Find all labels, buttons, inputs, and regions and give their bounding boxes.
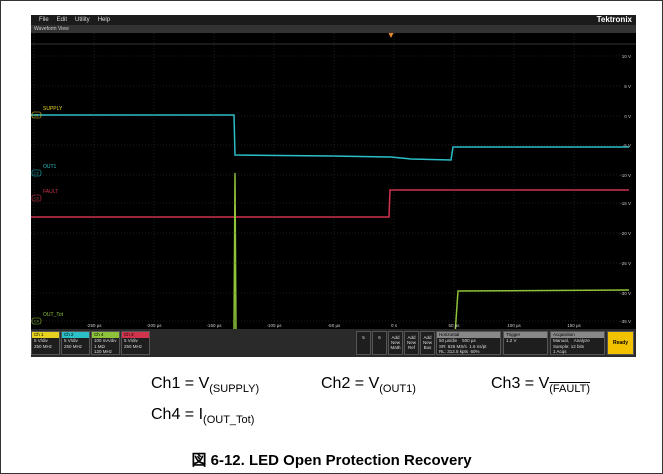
trigger-marker: [388, 33, 394, 38]
figure-title: 図 6-12. LED Open Protection Recovery: [191, 452, 472, 469]
y-label: 0 V: [624, 114, 631, 119]
channel-badge-text: C3: [34, 197, 39, 201]
caption: Ch4 = I(OUT_Tot): [151, 406, 254, 426]
box-line: 100 mA/div: [94, 338, 117, 343]
button: Add New Ref: [404, 331, 419, 355]
box-line: Sample: 12 bits: [553, 343, 585, 349]
box-head: Horizontal: [437, 332, 500, 338]
box-line: Manual, Analyze: [553, 338, 590, 343]
caption-text: Ch1 = V: [151, 375, 210, 392]
button: 6: [372, 331, 387, 355]
caption-sub: (OUT_Tot): [203, 414, 255, 427]
channel-name: OUT1: [43, 164, 57, 170]
box-head: Ch 3: [122, 332, 149, 338]
channel-name: OUT_Tot: [43, 312, 64, 318]
caption: Ch1 = V(SUPPLY): [151, 375, 259, 395]
box-line: 50 µs/div 500 µs: [439, 338, 476, 343]
box-line: 5 V/div: [124, 338, 138, 343]
y-label: -5 V: [623, 143, 631, 148]
trace-supply: [31, 114, 629, 161]
x-label: -250 µs: [86, 323, 102, 328]
button: Add New Bus: [420, 331, 435, 355]
caption-sub: (OUT1): [379, 383, 416, 396]
box-head: Acquisition: [551, 332, 604, 338]
brand: Tektronix: [596, 15, 632, 24]
menu-item: File: [39, 17, 49, 23]
channel-name: SUPPLY: [43, 106, 63, 112]
caption-sub: (SUPPLY): [209, 383, 260, 396]
box-line: RL: 312.5 kpts 60%: [439, 349, 480, 354]
x-label: 100 µs: [507, 323, 521, 328]
box-line: 250 MHz: [64, 343, 83, 349]
trace-fault: [31, 189, 629, 218]
caption-text: Ch2 = V: [321, 375, 380, 392]
box-line: 5 V/div: [64, 338, 78, 343]
x-label: -150 µs: [206, 323, 222, 328]
box-line: 250 MHz: [124, 343, 143, 349]
channel-badge-text: C1: [34, 114, 39, 118]
y-label: -10 V: [620, 173, 631, 178]
box-head: Ch 4: [92, 332, 119, 338]
box-line: 250 MHz: [34, 343, 53, 349]
info-box: Ch 4 100 mA/div 1 MΩ 120 MHz: [91, 331, 120, 355]
y-label: -35 V: [620, 319, 631, 324]
menu-bar: File Edit Utility Help: [31, 15, 636, 25]
box-line: 5 V/div: [34, 338, 48, 343]
info-box: Horizontal 50 µs/div 500 µs SR: 625 MS/s 1…: [436, 331, 501, 355]
box-line: 1 MΩ: [94, 343, 105, 349]
x-label: -50 µs: [328, 323, 341, 328]
channel-badge-text: C4: [34, 320, 39, 324]
view-title: Waveform View: [31, 25, 636, 33]
channel-badge: [31, 317, 42, 325]
channel-badge: [31, 194, 42, 202]
y-label: 5 V: [624, 84, 631, 89]
y-label: -25 V: [620, 261, 631, 266]
info-box: Acquisition Manual, Analyze Sample: 12 bit…: [550, 331, 605, 355]
x-label: -200 µs: [146, 323, 162, 328]
y-label: -30 V: [620, 291, 631, 296]
box-head: Ch 1: [32, 332, 59, 338]
status: Ready: [607, 331, 634, 355]
menu-item: Edit: [56, 17, 68, 23]
x-label: 150 µs: [567, 323, 581, 328]
caption-text: Ch3 = V: [491, 375, 550, 392]
menu-item: Help: [97, 17, 111, 23]
button: 5: [356, 331, 371, 355]
waveform-plot: 10 V 5 V 0 V -5 V -10 V -15 V -20 V -25 V -30 V -…: [31, 33, 636, 329]
box-head: Trigger: [504, 332, 547, 338]
caption-sub: (FAULT): [549, 383, 591, 396]
channel-badge-text: C2: [34, 172, 39, 176]
box-head: Ch 2: [62, 332, 89, 338]
box-line: SR: 625 MS/s 1.6 ns/pt: [439, 343, 487, 349]
info-box: Trigger 1.2 V: [503, 331, 548, 355]
button: Add New Math: [388, 331, 403, 355]
box-line: 1.2 V: [506, 338, 517, 343]
caption: Ch3 = V(FAULT): [491, 375, 590, 395]
box-line: 120 MHz: [94, 349, 113, 354]
box-line: 1 Acqs: [553, 349, 567, 354]
x-label: 50 µs: [448, 323, 460, 328]
caption-text: Ch4 = I: [151, 406, 204, 423]
x-label: 0 s: [391, 323, 398, 328]
y-label: 10 V: [622, 54, 631, 59]
channel-name: FAULT: [43, 189, 58, 195]
channel-badge: [31, 111, 42, 119]
x-label: -100 µs: [266, 323, 282, 328]
caption: Ch2 = V(OUT1): [321, 375, 416, 395]
trace-out-tot: [233, 172, 630, 329]
y-label: -20 V: [620, 231, 631, 236]
scope-screenshot: File Edit Utility Help Tektronix Waveform V…: [31, 15, 636, 357]
y-label: -15 V: [620, 201, 631, 206]
channel-badge: [31, 169, 42, 177]
menu-item: Utility: [75, 17, 90, 23]
